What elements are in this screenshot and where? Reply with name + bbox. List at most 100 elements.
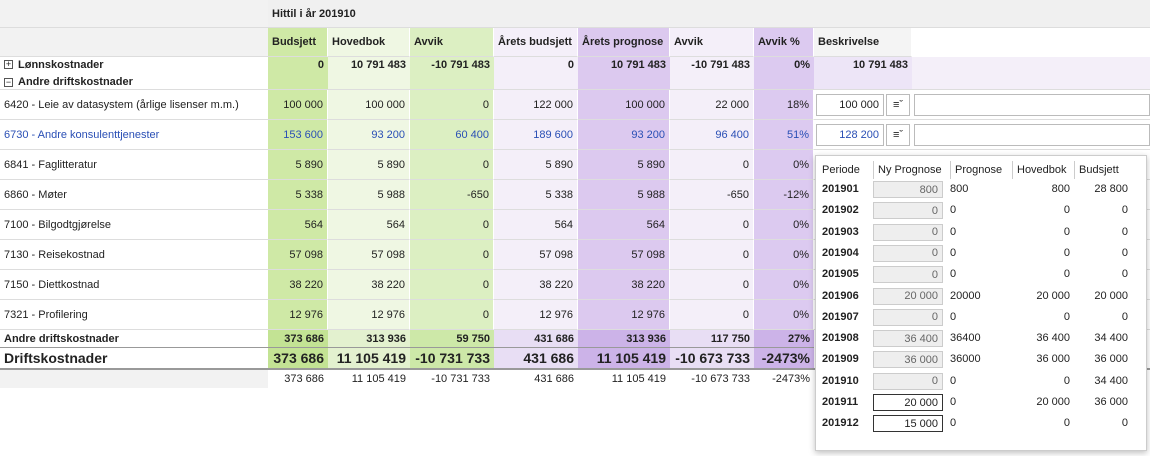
cell: 5 988 [328, 180, 410, 210]
group-value: 10 791 483 [578, 57, 670, 90]
column-header[interactable]: Avvik % [754, 28, 814, 57]
column-header[interactable]: Beskrivelse [814, 28, 912, 57]
prognosis: 0 [950, 268, 957, 281]
subtotal-cell: 59 750 [410, 330, 494, 348]
period: 201907 [822, 310, 859, 323]
group-value: 10 791 483 [328, 57, 410, 90]
ledger: 0 [1063, 374, 1070, 387]
footer-cell: 431 686 [534, 373, 574, 385]
new-prognosis-input[interactable]: 0 [873, 372, 943, 390]
cell: 38 220 [494, 270, 578, 300]
new-prognosis-input[interactable]: 20 000 [873, 394, 943, 411]
cell: 0 [410, 150, 494, 180]
new-prognosis-input[interactable]: 800 [873, 181, 943, 198]
footer-cell: 11 105 419 [611, 373, 666, 385]
popup-header[interactable]: Prognose [950, 161, 1012, 179]
total-cell: -10 673 733 [670, 348, 754, 370]
budget: 0 [1121, 268, 1128, 281]
popup-header[interactable]: Budsjett [1074, 161, 1136, 179]
total-cell: -2473% [754, 348, 814, 370]
desc-cell [912, 90, 1150, 120]
cell: 0 [670, 300, 754, 330]
ledger: 800 [1051, 183, 1070, 195]
dropdown-button[interactable]: ≡ˇ [886, 124, 910, 146]
row-label[interactable]: 6730 - Andre konsulenttjenester [0, 120, 268, 150]
subtotal-cell: 117 750 [670, 330, 754, 348]
cell: 0 [410, 240, 494, 270]
cell: 564 [578, 210, 670, 240]
new-prognosis-input[interactable]: 0 [873, 223, 943, 241]
prognosis: 800 [950, 183, 969, 195]
column-header[interactable]: Hovedbok [328, 28, 410, 57]
cell: 57 098 [268, 240, 328, 270]
collapse-icon[interactable]: − [4, 77, 13, 87]
ledger: 0 [1063, 225, 1070, 238]
cell: 0% [754, 240, 814, 270]
dropdown-button[interactable]: ≡ˇ [886, 94, 910, 116]
new-prognosis-input[interactable]: 0 [873, 244, 943, 262]
budget: 0 [1121, 310, 1128, 323]
cell: 5 338 [268, 180, 328, 210]
row-label[interactable]: 6841 - Faglitteratur [0, 150, 268, 180]
cell: 100 000 [328, 90, 410, 120]
new-prognosis-input[interactable]: 36 000 [873, 351, 943, 369]
period: 201908 [822, 332, 859, 345]
group-value: 0% [754, 57, 814, 90]
prognosis-input[interactable]: 128 200 [816, 124, 884, 146]
row-label[interactable]: 7150 - Diettkostnad [0, 270, 268, 300]
cell: 0% [754, 300, 814, 330]
subtotal-cell: 313 936 [578, 330, 670, 348]
popup-header[interactable]: Periode [822, 164, 860, 176]
new-prognosis-input[interactable]: 15 000 [873, 415, 943, 433]
budget: 34 400 [1094, 374, 1128, 387]
row-label[interactable]: 7130 - Reisekostnad [0, 240, 268, 270]
column-header[interactable]: Avvik [410, 28, 494, 57]
cell: 5 988 [578, 180, 670, 210]
prognosis: 0 [950, 204, 957, 217]
cell: 57 098 [494, 240, 578, 270]
cell: 18% [754, 90, 814, 120]
description-input[interactable] [914, 94, 1150, 116]
new-prognosis-input[interactable]: 0 [873, 202, 943, 220]
cell: 93 200 [578, 120, 670, 150]
budget: 34 400 [1094, 332, 1128, 345]
ledger: 0 [1063, 268, 1070, 281]
total-cell: -10 731 733 [410, 348, 494, 370]
new-prognosis-input[interactable]: 36 400 [873, 330, 943, 348]
popup [815, 155, 1147, 451]
column-header[interactable]: Årets budsjett [494, 28, 578, 57]
budget: 28 800 [1094, 183, 1128, 195]
cell: 0% [754, 270, 814, 300]
new-prognosis-input[interactable]: 0 [873, 266, 943, 284]
prognosis-input[interactable]: 100 000 [816, 94, 884, 116]
cell: 122 000 [494, 90, 578, 120]
column-header[interactable]: Avvik [670, 28, 754, 57]
cell: -650 [670, 180, 754, 210]
period: 201903 [822, 225, 859, 238]
new-prognosis-input[interactable]: 0 [873, 308, 943, 326]
group-prognosis: 10 791 483 [814, 57, 912, 90]
subtotal-cell: 431 686 [494, 330, 578, 348]
new-prognosis-input[interactable]: 20 000 [873, 287, 943, 305]
expand-icon[interactable]: + [4, 59, 13, 69]
row-label[interactable]: 6860 - Møter [0, 180, 268, 210]
popup-header[interactable]: Hovedbok [1012, 161, 1074, 179]
row-label[interactable]: 7100 - Bilgodtgjørelse [0, 210, 268, 240]
column-header[interactable]: Årets prognose [578, 28, 670, 57]
description-input[interactable] [914, 124, 1150, 146]
group-value: -10 791 483 [410, 57, 494, 90]
period: 201901 [822, 183, 859, 195]
subtotal-cell: 313 936 [328, 330, 410, 348]
cell: 0 [410, 90, 494, 120]
cell: 5 890 [268, 150, 328, 180]
popup-header[interactable]: Ny Prognose [873, 161, 947, 179]
corner [0, 0, 268, 28]
row-label[interactable]: 6420 - Leie av datasystem (årlige lisens… [0, 90, 268, 120]
footer-cell: 11 105 419 [351, 373, 406, 385]
cell: 93 200 [328, 120, 410, 150]
period: 201905 [822, 268, 859, 281]
column-header[interactable]: Budsjett [268, 28, 328, 57]
cell: 189 600 [494, 120, 578, 150]
row-label[interactable]: 7321 - Profilering [0, 300, 268, 330]
